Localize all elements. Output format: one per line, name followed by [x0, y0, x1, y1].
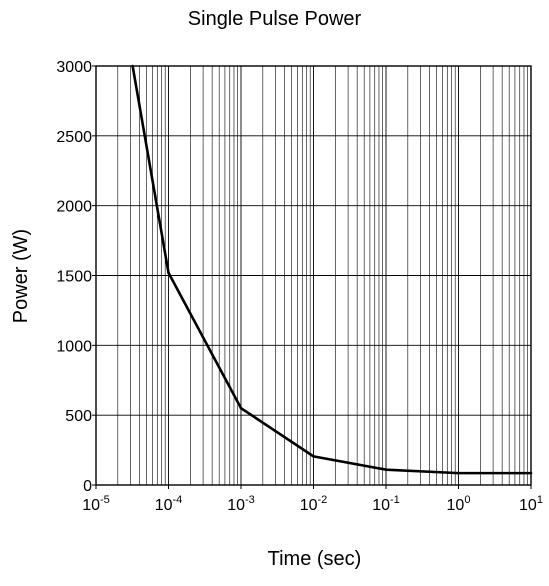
data-point: [239, 406, 243, 410]
y-tick-label: 500: [65, 408, 92, 425]
y-axis-label: Power (W): [10, 228, 32, 324]
series-line: [131, 65, 531, 475]
x-tick-label: 100: [447, 494, 471, 514]
axis-ticks: [92, 65, 532, 489]
tick-labels: 0 500 1000 1500 2000 2500 3000 10-5 10-4 10-3 10-2…: [56, 59, 543, 514]
grid-lines: [95, 65, 531, 486]
x-tick-label: 101: [519, 494, 543, 514]
data-point: [457, 471, 460, 475]
data-point: [384, 468, 388, 471]
y-tick-label: 0: [83, 478, 92, 495]
x-tick-label: 10-2: [300, 494, 328, 514]
y-tick-label: 2000: [56, 199, 92, 216]
x-tick-label: 10-4: [155, 494, 183, 514]
y-tick-label: 3000: [56, 59, 92, 76]
data-point: [529, 471, 533, 475]
y-tick-label: 1000: [56, 338, 92, 355]
chart-title: Single Pulse Power: [187, 8, 362, 30]
series-layer: [131, 64, 533, 475]
x-axis-label: Time (sec): [267, 548, 362, 570]
data-point: [167, 271, 170, 275]
data-point: [312, 455, 315, 458]
y-tick-label: 1500: [56, 269, 92, 286]
x-tick-label: 10-1: [372, 494, 400, 514]
x-tick-label: 10-3: [227, 494, 255, 514]
x-tick-label: 10-5: [82, 494, 110, 514]
data-point: [131, 64, 134, 68]
y-tick-label: 2500: [56, 129, 92, 146]
